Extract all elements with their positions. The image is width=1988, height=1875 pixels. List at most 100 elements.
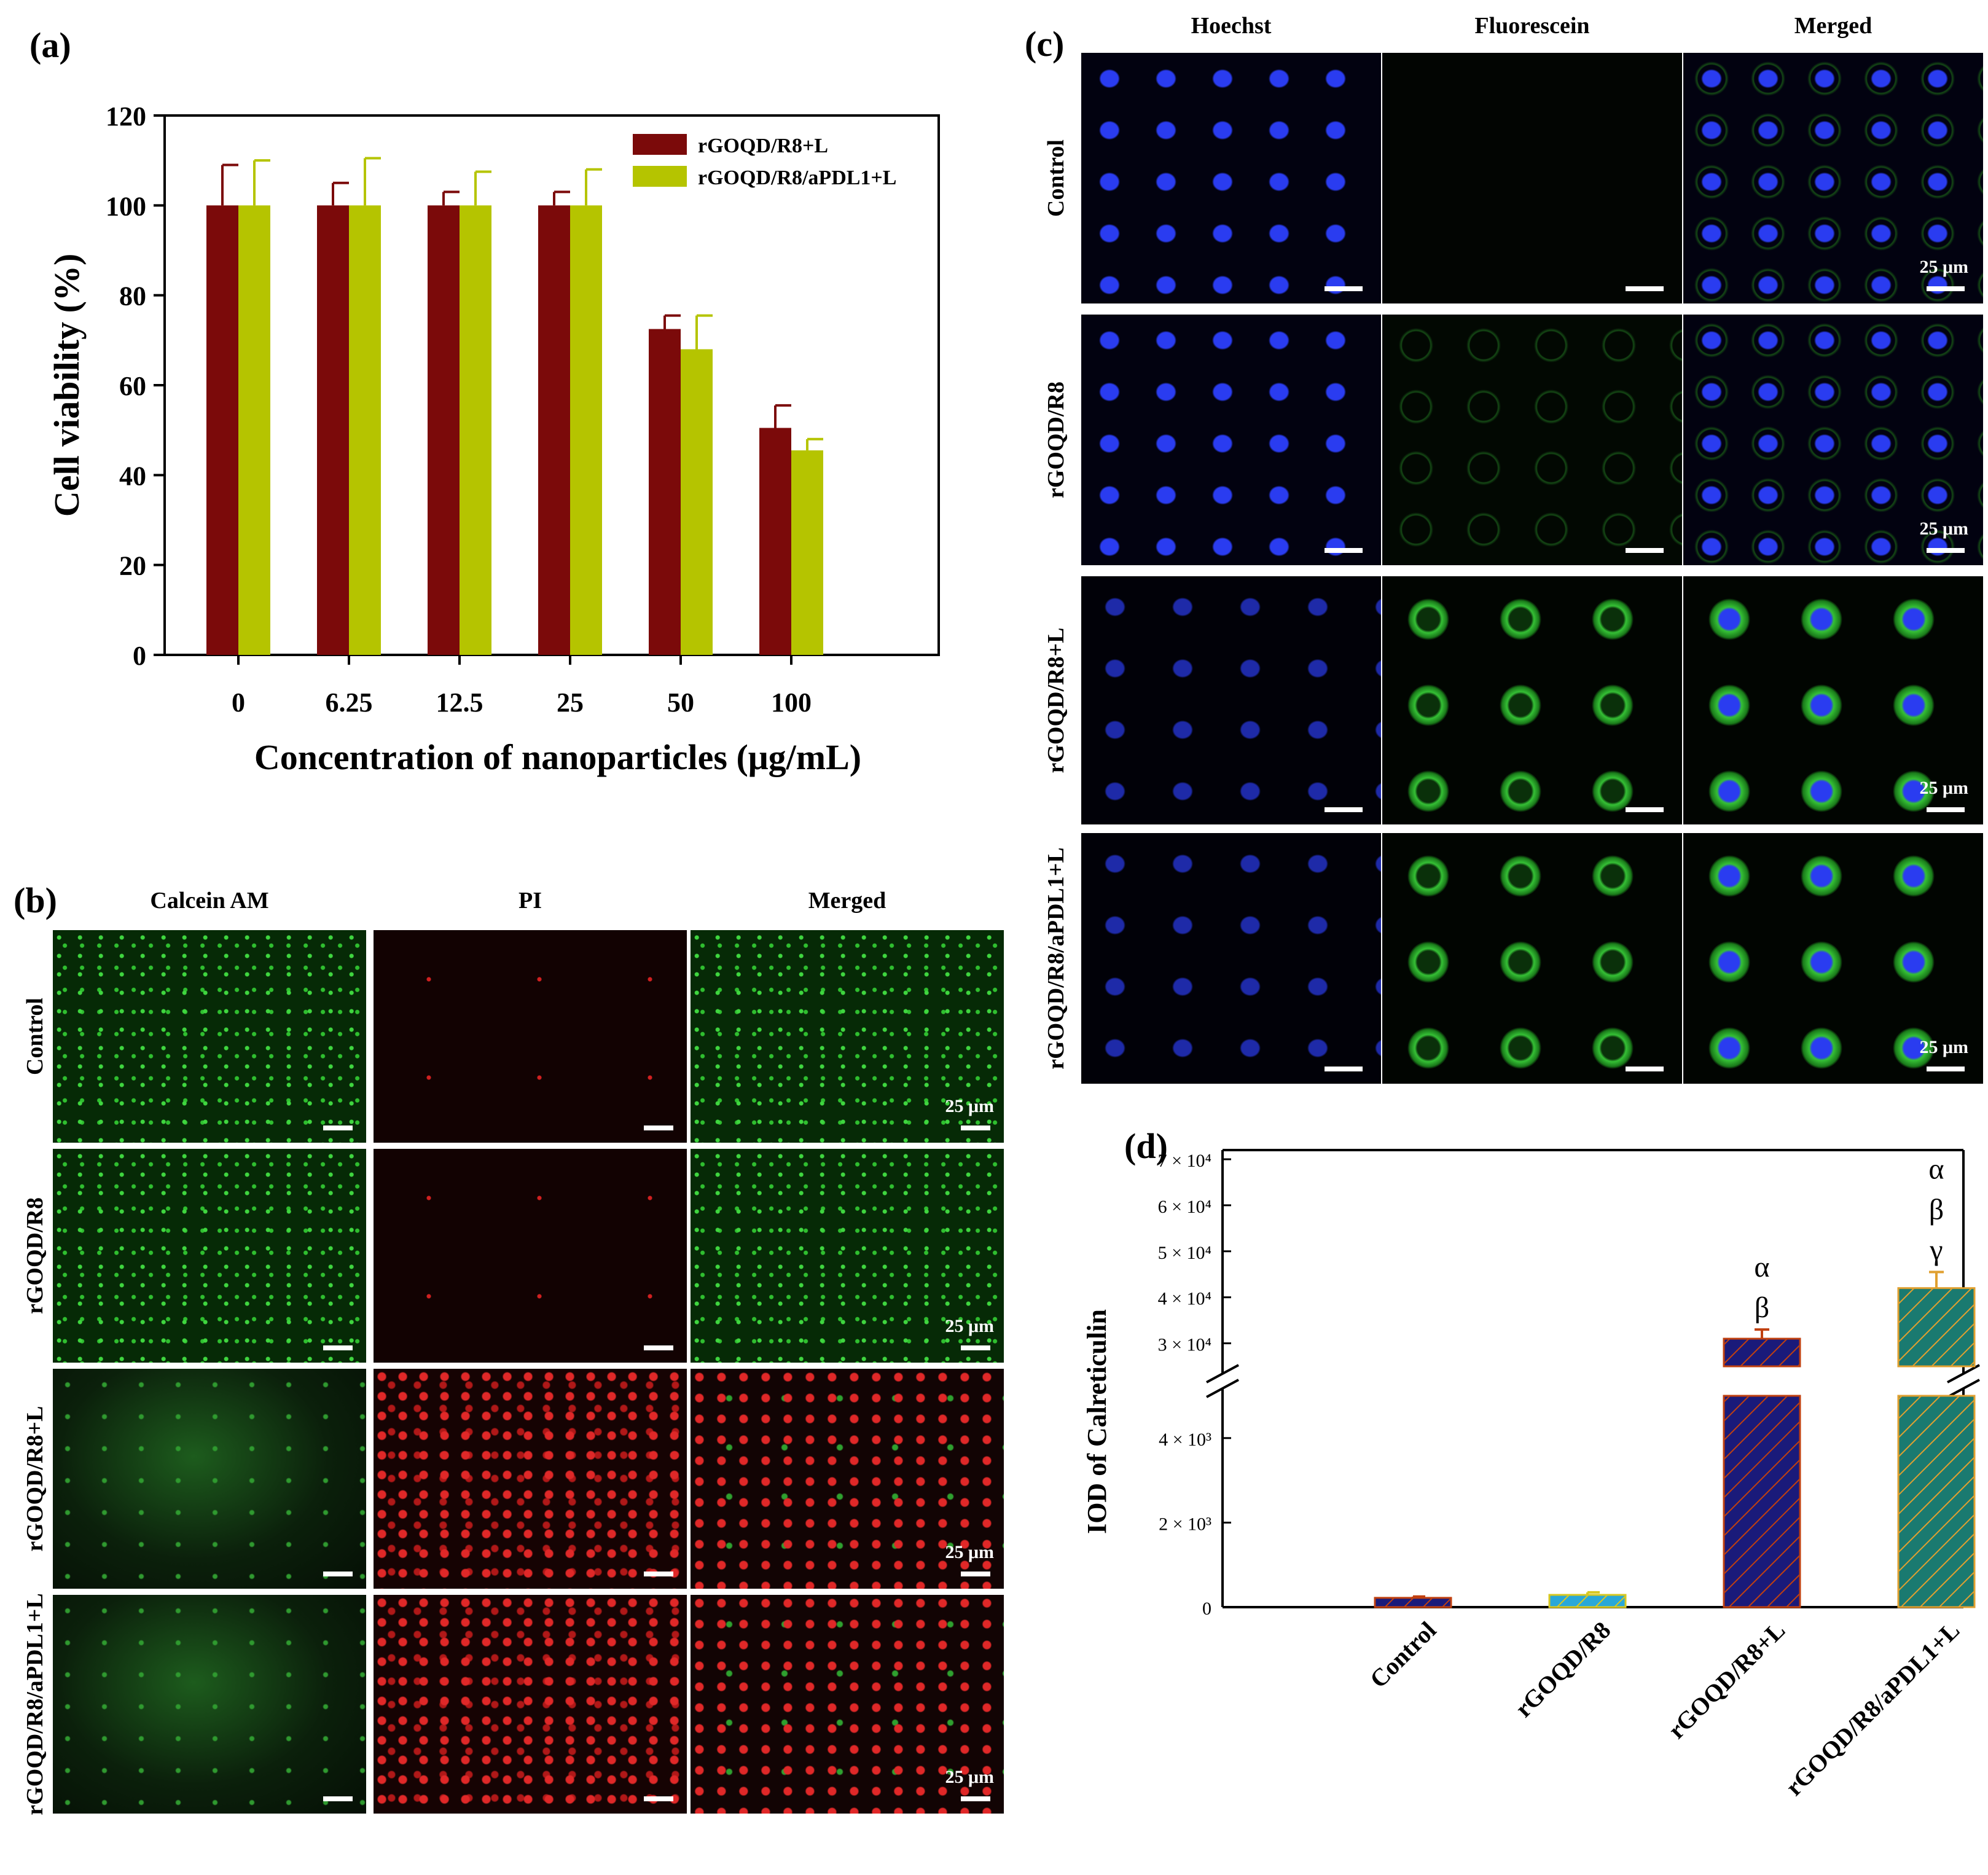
micrograph-rgoqd-r8-fluorescein [1382,315,1682,565]
micrograph-rgoqd-r8-apdl1-l-calcein-am [53,1595,366,1814]
micrograph-rgoqd-r8-l-calcein-am [53,1369,366,1589]
scale-bar [961,1572,990,1576]
micrograph-rgoqd-r8-hoechst [1081,315,1381,565]
y-tick-label: 5 × 10⁴ [1158,1243,1211,1263]
bar-rgoqd-r8-apdl1-l-lower [1897,1395,1976,1608]
bar-rgoqd-r8-l-6-25 [317,205,349,655]
x-tick-label-rgoqd-r8-l: rGOQD/R8+L [1662,1616,1790,1744]
micrograph-control-fluorescein [1382,53,1682,303]
bar-rgoqd-r8 [1548,1594,1627,1608]
y-tick-label: 6 × 10⁴ [1158,1197,1211,1217]
axis-break-mark [1947,1379,1980,1398]
scale-bar [1626,548,1664,553]
y-tick-label: 0 [1202,1599,1211,1619]
scale-bar [323,1572,353,1576]
scale-bar [1927,807,1965,812]
scale-bar [1325,286,1363,291]
x-tick-label: 100 [771,687,812,718]
column-heading-pi: PI [519,888,542,914]
x-tick-label: 50 [667,687,694,718]
significance-marker: β [1755,1291,1769,1324]
x-tick-label-rgoqd-r8-apdl1-l: rGOQD/R8/aPDL1+L [1780,1616,1965,1801]
micrograph-rgoqd-r8-merged: 25 μm [1683,315,1983,565]
x-tick-label-control: Control [1364,1616,1442,1694]
micrograph-rgoqd-r8-apdl1-l-fluorescein [1382,833,1682,1084]
panel-d-bar-chart: 3 × 10⁴ 4 × 10⁴ 5 × 10⁴ 6 × 10⁴ 7 × 10⁴ 0 2 × … [1082,1149,1980,1801]
significance-marker: β [1929,1193,1944,1226]
column-heading-merged: Merged [808,888,886,914]
axis-break-mark [1206,1379,1239,1398]
legend-label: rGOQD/R8/aPDL1+L [698,166,896,189]
significance-marker: α [1928,1153,1944,1185]
scale-bar-label: 25 μm [1919,257,1969,277]
significance-marker: α [1754,1251,1769,1283]
legend-label: rGOQD/R8+L [698,135,828,157]
legend-swatch [633,134,687,155]
scale-bar [1325,1067,1363,1071]
scale-bar [644,1796,673,1801]
bar-rgoqd-r8-apdl1-l-50 [681,349,713,655]
scale-bar-label: 25 μm [945,1542,995,1562]
row-heading-rgoqd-r8-l: rGOQD/R8+L [22,1406,48,1552]
micrograph-rgoqd-r8-apdl1-l-pi [374,1595,687,1814]
x-axis-label: Concentration of nanoparticles (μg/mL) [254,737,861,777]
micrograph-rgoqd-r8-calcein-am [53,1149,366,1363]
bar-rgoqd-r8-apdl1-l-100 [791,450,823,655]
micrograph-control-hoechst [1081,53,1381,303]
y-tick-label: 40 [119,461,146,491]
column-heading-merged: Merged [1794,13,1873,39]
micrograph-rgoqd-r8-pi [374,1149,687,1363]
x-tick-label: 12.5 [436,687,483,718]
scale-bar [323,1125,353,1130]
scale-bar-label: 25 μm [1919,519,1969,539]
micrograph-control-merged: 25 μm [1683,53,1983,303]
scale-bar-label: 25 μm [945,1767,995,1787]
scale-bar [1626,807,1664,812]
row-heading-control: Control [22,998,48,1075]
y-tick-label: 100 [106,191,146,221]
y-tick-label: 2 × 10³ [1159,1514,1211,1534]
row-heading-rgoqd-r8-apdl1-l: rGOQD/R8/aPDL1+L [1043,847,1069,1070]
y-tick-label: 120 [106,101,146,131]
y-axis-label: IOD of Calreticulin [1082,1309,1112,1534]
axis-break-mark [1947,1364,1980,1384]
x-tick-label: 6.25 [326,687,373,718]
panel-a-bar-chart: 0 20 40 60 80 100 120 0 6.25 12.5 25 50 100 rGOQD/R8+… [47,101,940,777]
bar-rgoqd-r8-apdl1-l-0 [238,205,270,655]
panel-c-label: (c) [1025,24,1065,64]
scale-bar-label: 25 μm [1919,1037,1969,1057]
bar-rgoqd-r8-apdl1-l-12-5 [460,205,491,655]
micrograph-control-pi [374,930,687,1143]
micrograph-rgoqd-r8-l-merged: 25 μm [1683,576,1983,824]
scale-bar [1927,548,1965,553]
micrograph-rgoqd-r8-l-hoechst [1081,576,1381,824]
y-tick-label: 0 [133,641,146,671]
column-heading-hoechst: Hoechst [1191,13,1272,39]
y-axis-label: Cell viability (%) [47,254,87,517]
row-heading-rgoqd-r8-apdl1-l: rGOQD/R8/aPDL1+L [22,1593,48,1815]
y-tick-label: 4 × 10³ [1159,1430,1211,1450]
micrograph-rgoqd-r8-l-merged: 25 μm [691,1369,1004,1589]
column-heading-fluorescein: Fluorescein [1474,13,1590,39]
scale-bar [1325,548,1363,553]
bar-rgoqd-r8-apdl1-l-25 [570,205,602,655]
panel-d-label: (d) [1124,1126,1168,1166]
scale-bar [1927,1067,1965,1071]
row-heading-rgoqd-r8: rGOQD/R8 [1043,382,1069,498]
micrograph-rgoqd-r8-apdl1-l-merged: 25 μm [1683,833,1983,1084]
y-tick-label: 7 × 10⁴ [1158,1151,1211,1171]
row-heading-rgoqd-r8-l: rGOQD/R8+L [1043,627,1069,773]
scale-bar-label: 25 μm [945,1096,995,1116]
legend-swatch [633,166,687,187]
y-tick-label: 4 × 10⁴ [1158,1289,1211,1309]
micrograph-control-merged: 25 μm [691,930,1004,1143]
bar-rgoqd-r8-l-lower [1723,1395,1801,1608]
x-tick-label: 25 [557,687,584,718]
scale-bar-label: 25 μm [1919,778,1969,798]
bar-rgoqd-r8-l-50 [649,329,681,655]
bar-rgoqd-r8-l-upper [1723,1337,1801,1368]
scale-bar [1927,286,1965,291]
scale-bar [961,1345,990,1350]
bar-rgoqd-r8-l-0 [206,205,238,655]
scale-bar [1626,1067,1664,1071]
